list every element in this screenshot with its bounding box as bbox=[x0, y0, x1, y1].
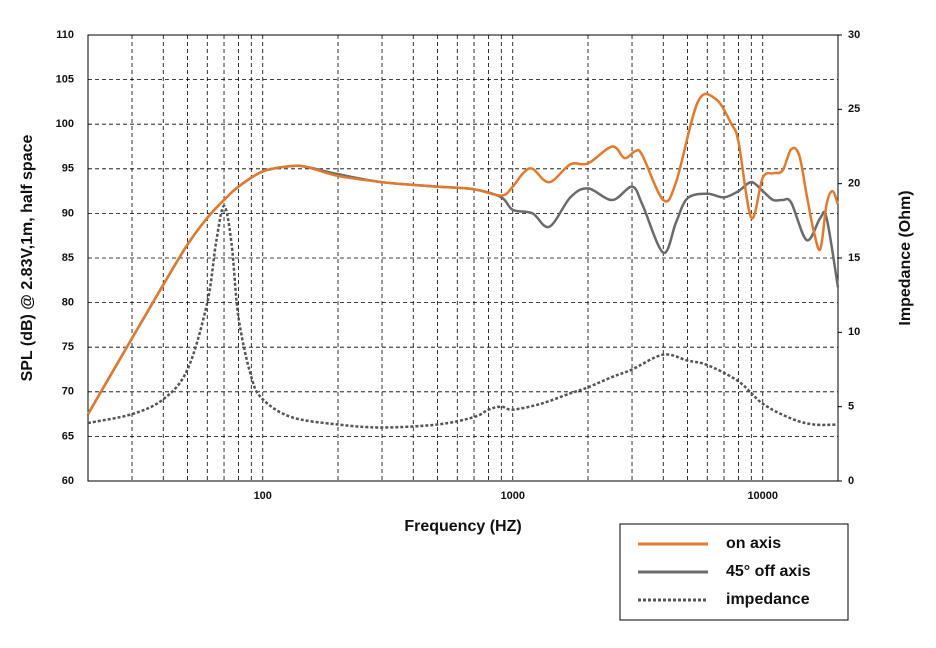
y-tick-label: 75 bbox=[62, 341, 74, 353]
y2-tick-label: 25 bbox=[848, 103, 860, 115]
y2-tick-label: 20 bbox=[848, 178, 860, 190]
y-tick-label: 100 bbox=[56, 118, 74, 130]
y-tick-label: 85 bbox=[62, 252, 74, 264]
legend-label: 45° off axis bbox=[726, 563, 811, 580]
y-tick-label: 110 bbox=[56, 29, 74, 41]
legend-label: on axis bbox=[726, 535, 781, 552]
y2-tick-label: 0 bbox=[848, 475, 854, 487]
y-tick-label: 80 bbox=[62, 297, 74, 309]
y2-tick-label: 15 bbox=[848, 252, 860, 264]
legend-label: impedance bbox=[726, 591, 810, 608]
x-tick-label: 100 bbox=[254, 490, 272, 502]
x-axis-label: Frequency (HZ) bbox=[404, 518, 521, 535]
plot-frame bbox=[87, 34, 839, 482]
y-tick-label: 70 bbox=[62, 386, 74, 398]
y2-axis-label: Impedance (Ohm) bbox=[897, 190, 914, 325]
y-axis-label: SPL (dB) @ 2.83V,1m, half space bbox=[19, 134, 36, 381]
y-tick-label: 65 bbox=[62, 430, 74, 442]
y2-tick-label: 5 bbox=[848, 401, 854, 413]
y-tick-label: 90 bbox=[62, 207, 74, 219]
y2-tick-label: 10 bbox=[848, 326, 860, 338]
series-line bbox=[87, 204, 839, 429]
series-line bbox=[86, 92, 840, 415]
legend: on axis 45° off axis impedance bbox=[619, 523, 849, 621]
y-tick-label: 60 bbox=[62, 475, 74, 487]
x-tick-label: 10000 bbox=[747, 490, 778, 502]
y-tick-label: 105 bbox=[56, 74, 74, 86]
y-tick-label: 95 bbox=[62, 163, 74, 175]
series-line bbox=[86, 164, 840, 415]
y2-tick-label: 30 bbox=[848, 29, 860, 41]
x-tick-label: 1000 bbox=[501, 490, 525, 502]
